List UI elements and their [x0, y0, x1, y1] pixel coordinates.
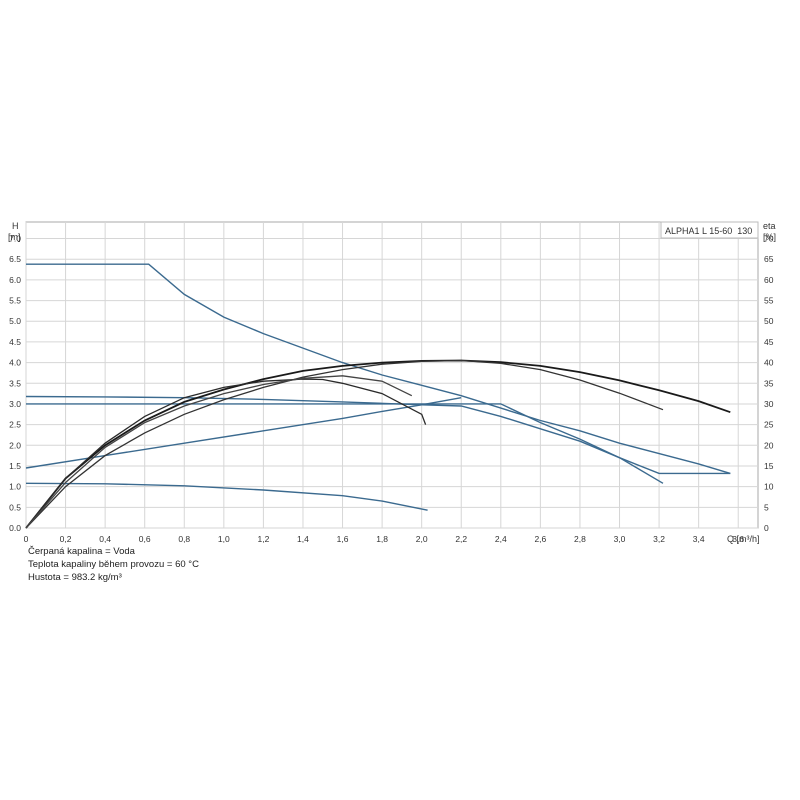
efficiency-curve-3: [25, 378, 427, 529]
note-temperature: Teplota kapaliny během provozu = 60 °C: [28, 559, 199, 570]
note-density: Hustota = 983.2 kg/m³: [28, 572, 122, 583]
right-tick-label: 25: [764, 420, 774, 430]
right-tick-label: 45: [764, 337, 774, 347]
x-tick-label: 2,6: [534, 534, 546, 544]
right-tick-label: 60: [764, 275, 774, 285]
x-tick-label: 2,8: [574, 534, 586, 544]
left-tick-label: 3.0: [9, 399, 21, 409]
x-tick-label: 0,2: [60, 534, 72, 544]
x-tick-label: 2,2: [455, 534, 467, 544]
plot-area: [25, 221, 759, 529]
left-tick-label: 4.0: [9, 358, 21, 368]
legend-box: [660, 221, 759, 239]
left-tick-label: 4.5: [9, 337, 21, 347]
head-curve-3: [26, 403, 664, 484]
left-tick-label: 1.5: [9, 461, 21, 471]
head-curve-5: [25, 482, 428, 511]
chart-title: ALPHA1 L 15-60 130: [665, 226, 752, 236]
right-tick-label: 65: [764, 254, 774, 264]
axis-ticks: 0.0 0.5 1.0 1.5 2.0 2.5 3.0 3.5 4.0 4.5 5.0 5.5 6.0 6…: [9, 234, 774, 544]
right-tick-label: 15: [764, 461, 774, 471]
left-tick-label: 5.0: [9, 316, 21, 326]
right-tick-label: 20: [764, 440, 774, 450]
left-tick-label: 6.5: [9, 254, 21, 264]
left-tick-label: 3.5: [9, 378, 21, 388]
efficiency-curve-2: [25, 359, 664, 529]
x-tick-label: 2,4: [495, 534, 507, 544]
head-curve-1: [26, 263, 731, 475]
x-tick-label: 1,0: [218, 534, 230, 544]
left-axis-label-h: H: [12, 221, 19, 231]
right-tick-label: 55: [764, 296, 774, 306]
x-tick-label: 3,2: [653, 534, 665, 544]
curves: [25, 263, 731, 529]
efficiency-curve-1: [25, 359, 731, 529]
left-tick-label: 0.0: [9, 523, 21, 533]
x-tick-label: 0: [24, 534, 29, 544]
x-tick-label: 2,0: [416, 534, 428, 544]
x-tick-label: 1,6: [337, 534, 349, 544]
right-axis-label-eta: eta: [763, 221, 776, 231]
x-tick-label: 0,8: [178, 534, 190, 544]
left-tick-label: 6.0: [9, 275, 21, 285]
head-curve-4: [25, 397, 462, 469]
note-fluid: Čerpaná kapalina = Voda: [28, 546, 135, 557]
left-tick-label: 2.5: [9, 420, 21, 430]
right-tick-label: 5: [764, 502, 769, 512]
x-tick-label: 0,4: [99, 534, 111, 544]
right-tick-label: 40: [764, 358, 774, 368]
right-tick-label: 30: [764, 399, 774, 409]
left-tick-label: 0.5: [9, 502, 21, 512]
left-tick-label: 7.0: [9, 234, 21, 244]
x-tick-label: 1,2: [257, 534, 269, 544]
left-tick-label: 1.0: [9, 482, 21, 492]
x-tick-label: 3,6: [732, 534, 744, 544]
x-axis-label: Q [m³/h]: [727, 534, 760, 544]
left-tick-label: 2.0: [9, 440, 21, 450]
right-tick-label: 50: [764, 316, 774, 326]
right-tick-label: 10: [764, 482, 774, 492]
x-tick-label: 1,4: [297, 534, 309, 544]
x-tick-label: 3,4: [693, 534, 705, 544]
efficiency-curve-4: [25, 375, 413, 529]
x-tick-label: 3,0: [614, 534, 626, 544]
x-tick-label: 1,8: [376, 534, 388, 544]
right-tick-label: 70: [764, 234, 774, 244]
x-tick-label: 0,6: [139, 534, 151, 544]
right-tick-label: 0: [764, 523, 769, 533]
right-tick-label: 35: [764, 378, 774, 388]
left-tick-label: 5.5: [9, 296, 21, 306]
right-axis-label-unit: [%]: [763, 232, 776, 242]
left-axis-label-unit: [m]: [8, 232, 21, 242]
